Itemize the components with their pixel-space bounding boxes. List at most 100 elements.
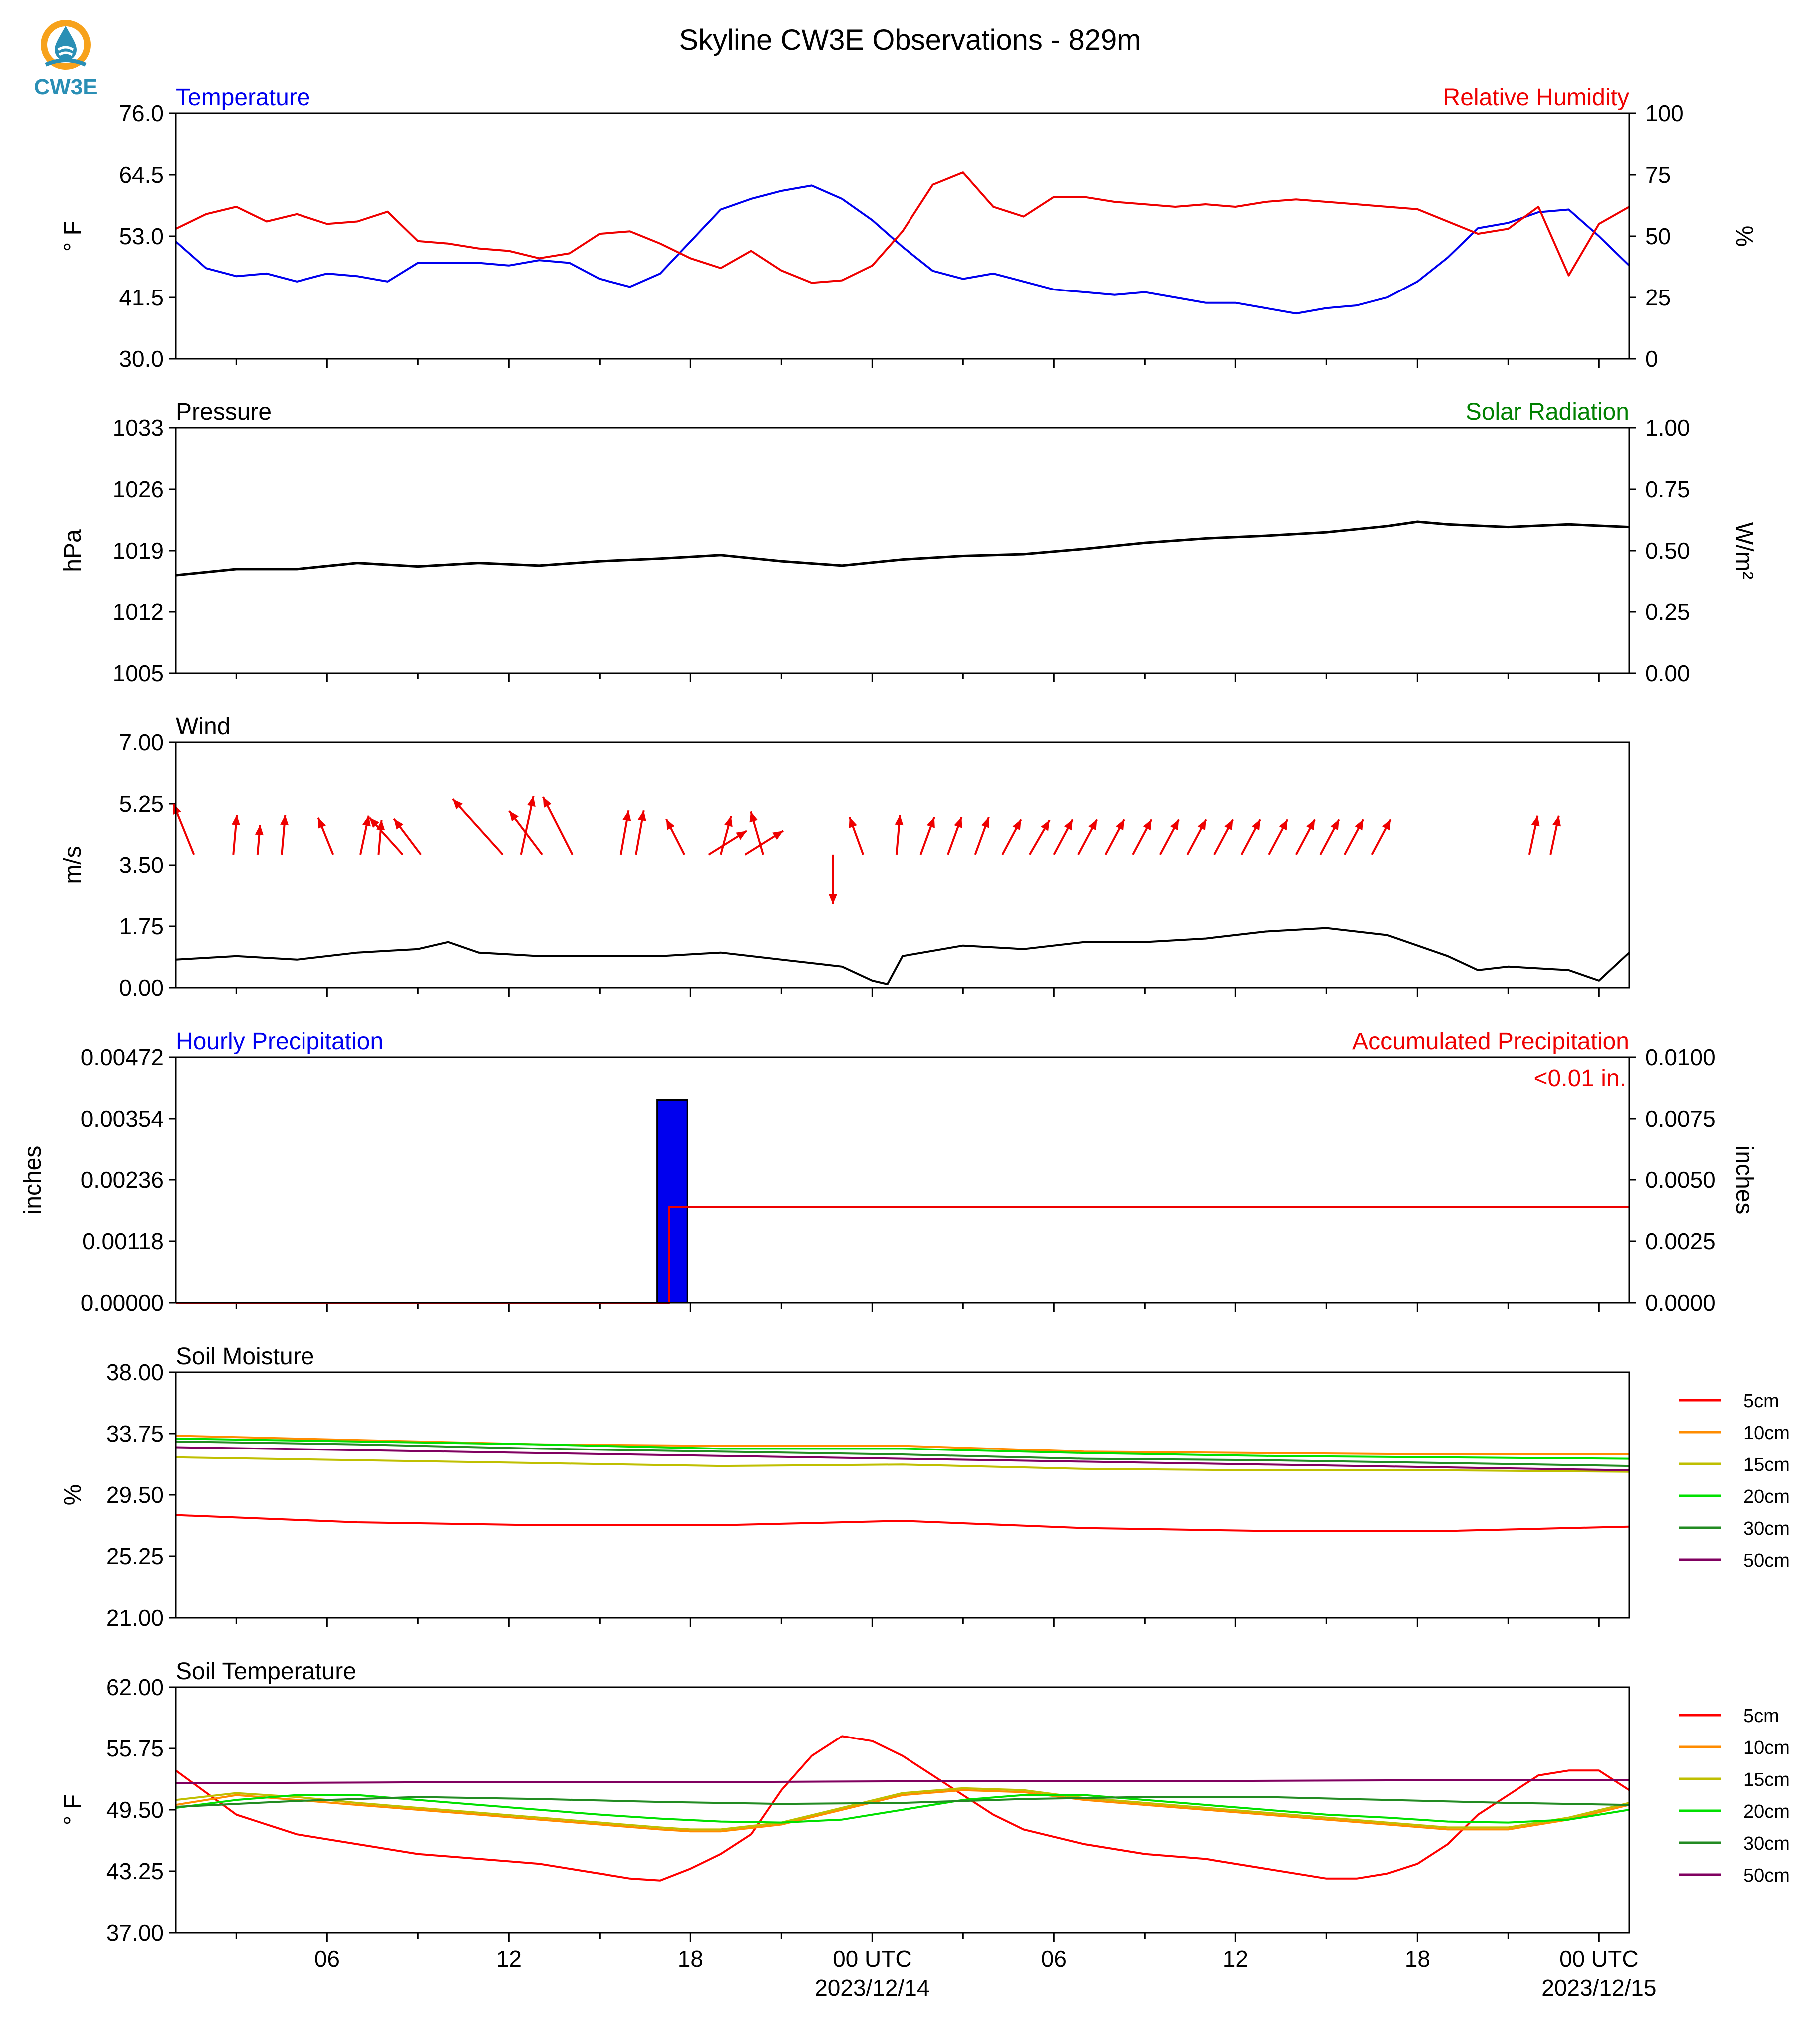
- y-axis-label: inches: [20, 1146, 46, 1215]
- precip-annotation: <0.01 in.: [1534, 1065, 1626, 1092]
- y-tick-label: 1.75: [119, 913, 164, 939]
- wind-arrow-head: [828, 894, 838, 904]
- wind-arrow-head: [255, 825, 264, 836]
- x-tick-label: 00 UTC: [833, 1946, 911, 1972]
- y-axis-label-right: inches: [1731, 1146, 1757, 1215]
- y-tick-label-right: 0.25: [1645, 599, 1690, 625]
- wind-arrow-head: [1064, 819, 1073, 831]
- wind-arrow-head: [362, 815, 371, 827]
- y-tick-label: 0.00354: [81, 1106, 164, 1132]
- soil-line-15cm: [175, 1787, 1630, 1831]
- y-axis-label: ° F: [60, 1794, 86, 1825]
- y-tick-label: 0.00118: [82, 1228, 164, 1254]
- panel-title-left: Temperature: [176, 84, 310, 111]
- soil-line-30cm: [175, 1796, 1630, 1808]
- x-tick-label: 18: [1405, 1946, 1430, 1972]
- panel-title-left: Pressure: [176, 399, 272, 425]
- panel-frame: [175, 1686, 1630, 1934]
- y-axis-label-right: W/m²: [1731, 522, 1757, 579]
- panel-frame: [175, 112, 1630, 360]
- y-tick-label: 37.00: [106, 1920, 164, 1946]
- wind-arrow-head: [926, 817, 935, 828]
- wind-arrow-head: [1382, 819, 1391, 831]
- y-tick-label: 41.5: [119, 285, 164, 310]
- wind-arrow-head: [231, 815, 241, 826]
- soil-line-5cm: [175, 1514, 1630, 1532]
- wind-arrow-head: [749, 811, 758, 823]
- panel-wind: Wind 0.00 1.75 3.50 5.25 7.00 m/s: [60, 713, 1630, 1001]
- cw3e-logo: CW3E: [31, 17, 101, 102]
- panel-frame: [175, 427, 1630, 674]
- logo-text: CW3E: [34, 75, 98, 99]
- cw3e-water-drop-sun-icon: [41, 20, 91, 70]
- wind-speed-line: [175, 927, 1630, 985]
- wind-arrow-head: [1279, 819, 1288, 831]
- panel-temp: Temperature Relative Humidity 30.0 41.5 53.0…: [60, 84, 1757, 372]
- panel-soilm: Soil Moisture 21.00 25.25 29.50 33.75 38.00%: [60, 1343, 1630, 1631]
- x-date-label: 2023/12/14: [815, 1975, 929, 2001]
- legend-label: 20cm: [1743, 1486, 1790, 1507]
- wind-arrow-head: [1355, 819, 1364, 831]
- legend-label: 30cm: [1743, 1518, 1790, 1539]
- x-tick-label: 18: [678, 1946, 703, 1972]
- y-tick-label: 25.25: [106, 1543, 164, 1569]
- legend-label: 20cm: [1743, 1801, 1790, 1822]
- panel-pressure: Pressure Solar Radiation 1005 1012 1019 1026 1…: [60, 399, 1757, 686]
- y-tick-label: 30.0: [119, 346, 164, 372]
- y-tick-label-right: 1.00: [1645, 415, 1690, 441]
- y-tick-label: 1026: [113, 476, 164, 502]
- y-axis-label: %: [60, 1484, 86, 1506]
- x-tick-label: 00 UTC: [1559, 1946, 1638, 1972]
- y-tick-label-right: 0.0100: [1645, 1044, 1716, 1070]
- wind-arrow-head: [318, 817, 326, 829]
- y-tick-label: 0.00236: [81, 1167, 164, 1193]
- legend-label: 5cm: [1743, 1391, 1779, 1412]
- y-tick-label: 7.00: [119, 729, 164, 755]
- panel-title-right: Relative Humidity: [1443, 84, 1629, 111]
- wind-arrow-head: [622, 810, 631, 821]
- legend-label: 10cm: [1743, 1423, 1790, 1444]
- x-tick-label: 06: [314, 1946, 340, 1972]
- y-axis-label: ° F: [60, 221, 86, 252]
- soil-moisture-legend: 5cm 10cm 15cm 20cm 30cm 50cm: [1679, 1391, 1790, 1571]
- wind-arrow-head: [543, 797, 552, 808]
- y-tick-label-right: 0.00: [1645, 660, 1690, 686]
- precip-bar: [656, 1099, 688, 1304]
- panel-title-right: Accumulated Precipitation: [1352, 1028, 1629, 1055]
- y-tick-label: 62.00: [106, 1674, 164, 1700]
- wind-arrow-head: [954, 817, 962, 828]
- y-tick-label-right: 0.0000: [1645, 1290, 1716, 1316]
- wind-arrow-head: [1012, 819, 1021, 831]
- wind-arrow-head: [724, 816, 733, 827]
- y-tick-label: 43.25: [106, 1858, 164, 1884]
- legend-label: 15cm: [1743, 1769, 1790, 1790]
- y-tick-label: 21.00: [106, 1605, 164, 1631]
- y-tick-label-right: 0: [1645, 346, 1658, 372]
- y-tick-label: 29.50: [106, 1482, 164, 1508]
- y-tick-label: 33.75: [106, 1421, 164, 1447]
- pressure-line: [175, 520, 1630, 577]
- panel-title-left: Wind: [176, 713, 230, 740]
- y-tick-label: 55.75: [106, 1736, 164, 1761]
- y-tick-label: 1005: [113, 660, 164, 686]
- wind-arrow-head: [1552, 815, 1561, 827]
- wind-arrow-head: [1115, 819, 1125, 831]
- panel-frame: [175, 1056, 1630, 1304]
- x-tick-label: 12: [1223, 1946, 1248, 1972]
- wind-arrow-head: [981, 817, 990, 828]
- wind-arrow-head: [394, 819, 404, 830]
- accumulated-precip-line: [176, 1206, 1629, 1304]
- soil-line-30cm: [175, 1440, 1630, 1467]
- legend-label: 15cm: [1743, 1454, 1790, 1475]
- wind-arrow-head: [1197, 819, 1206, 831]
- y-tick-label-right: 0.0050: [1645, 1167, 1716, 1193]
- panel-title-left: Hourly Precipitation: [176, 1028, 383, 1055]
- panel-frame: [175, 1371, 1630, 1619]
- temperature-line: [175, 184, 1630, 315]
- y-tick-label: 0.00000: [81, 1290, 164, 1316]
- y-tick-label: 1019: [113, 538, 164, 564]
- wind-arrow-head: [1041, 820, 1050, 831]
- relative-humidity-line: [175, 171, 1630, 284]
- y-tick-label-right: 25: [1645, 285, 1671, 310]
- y-tick-label: 3.50: [119, 852, 164, 878]
